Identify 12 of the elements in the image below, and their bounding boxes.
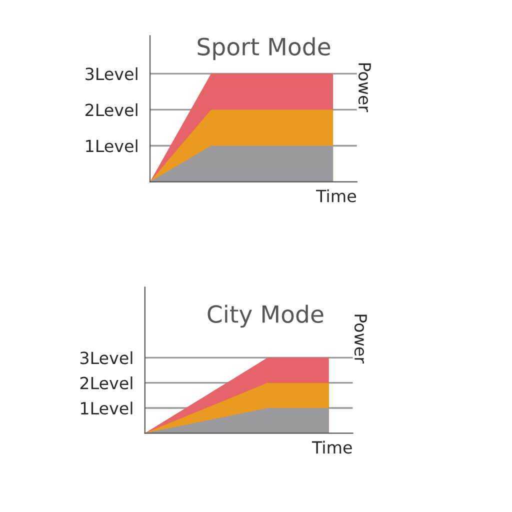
y-tick-label: 1Level xyxy=(86,139,138,152)
text: City Mode xyxy=(208,304,324,328)
chart-title: Sport Mode xyxy=(198,37,330,60)
x-axis-title: Time xyxy=(312,440,352,454)
y-tick-label: 2Level xyxy=(86,103,138,116)
x-axis-title: Time xyxy=(316,189,356,202)
y-tick-label: 2Level xyxy=(80,376,132,390)
y-axis-title: Power xyxy=(354,314,367,364)
y-tick-label: 3Level xyxy=(86,67,138,80)
y-tick-label: 3Level xyxy=(80,351,132,364)
y-axis-title: Power xyxy=(358,63,371,112)
y-tick-label: 1Level xyxy=(81,402,132,415)
